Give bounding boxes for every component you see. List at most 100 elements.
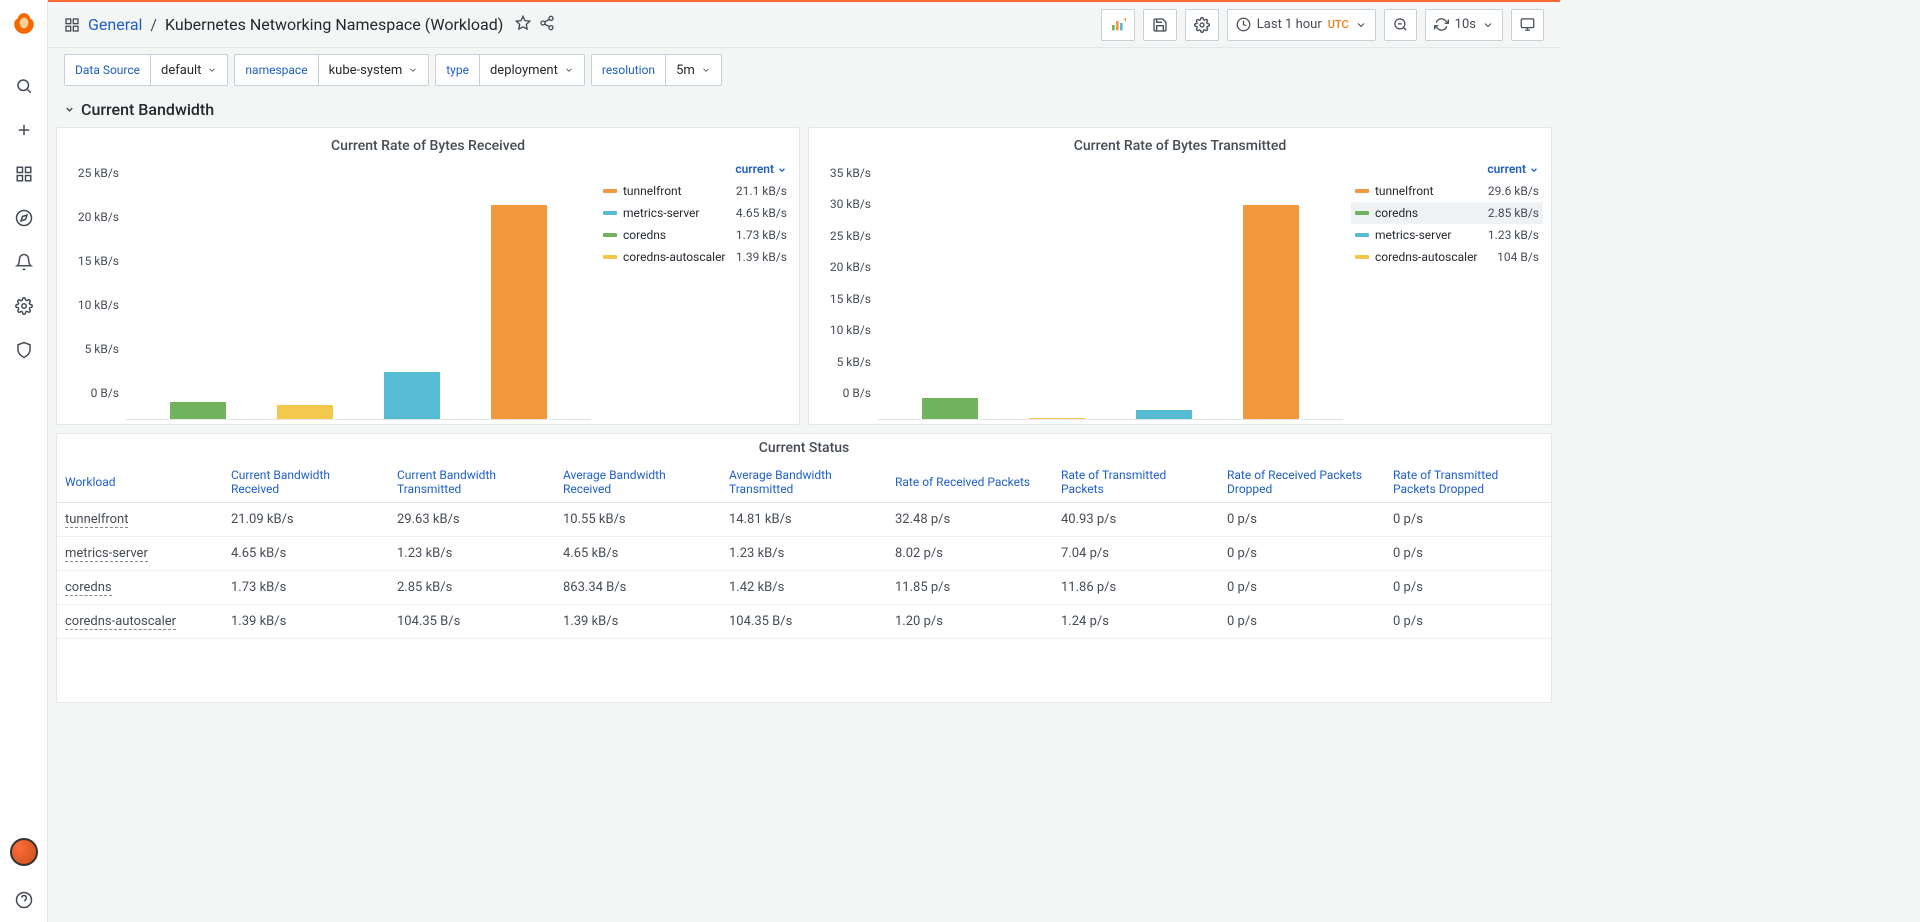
table-row: coredns1.73 kB/s2.85 kB/s863.34 B/s1.42 … (57, 571, 1551, 605)
panel-rx-title[interactable]: Current Rate of Bytes Received (65, 136, 791, 160)
legend-item-metrics-server[interactable]: metrics-server1.23 kB/s (1351, 224, 1543, 246)
time-range-picker[interactable]: Last 1 hour UTC (1227, 9, 1376, 41)
var-datasource-label: Data Source (64, 54, 150, 86)
table-cell: 1.39 kB/s (555, 605, 721, 639)
axis-tick: 10 kB/s (78, 298, 119, 312)
dashboards-icon[interactable] (0, 152, 48, 196)
legend-item-coredns[interactable]: coredns2.85 kB/s (1351, 202, 1543, 224)
table-header[interactable]: Rate of Transmitted Packets (1053, 462, 1219, 503)
timezone-badge: UTC (1328, 18, 1349, 31)
configuration-icon[interactable] (0, 284, 48, 328)
status-table: WorkloadCurrent Bandwidth ReceivedCurren… (57, 462, 1551, 639)
var-resolution-label: resolution (591, 54, 665, 86)
workload-cell: coredns (57, 571, 223, 605)
table-cell: 1.42 kB/s (721, 571, 887, 605)
bar-coredns-autoscaler[interactable] (1029, 418, 1085, 419)
cycle-view-button[interactable] (1511, 9, 1544, 41)
star-icon[interactable] (515, 15, 531, 35)
legend-header[interactable]: current (599, 160, 791, 180)
table-header[interactable]: Rate of Received Packets Dropped (1219, 462, 1385, 503)
table-cell: 0 p/s (1385, 605, 1551, 639)
refresh-interval-label: 10s (1455, 17, 1476, 32)
chart-plot[interactable] (877, 160, 1343, 420)
table-cell: 7.04 p/s (1053, 537, 1219, 571)
panel-status-title[interactable]: Current Status (57, 434, 1551, 462)
legend-item-tunnelfront[interactable]: tunnelfront29.6 kB/s (1351, 180, 1543, 202)
chevron-down-icon (1482, 19, 1494, 31)
panel-tx-title[interactable]: Current Rate of Bytes Transmitted (817, 136, 1543, 160)
var-namespace-value[interactable]: kube-system (318, 54, 430, 86)
var-type-label: type (435, 54, 479, 86)
dashboard-settings-button[interactable] (1185, 9, 1219, 41)
bar-coredns[interactable] (922, 398, 978, 419)
breadcrumb-folder[interactable]: General (88, 15, 142, 34)
explore-icon[interactable] (0, 196, 48, 240)
help-icon[interactable] (0, 878, 48, 922)
plus-icon[interactable] (0, 108, 48, 152)
legend-item-coredns[interactable]: coredns1.73 kB/s (599, 224, 791, 246)
table-cell: 0 p/s (1385, 571, 1551, 605)
axis-tick: 10 kB/s (830, 323, 871, 337)
legend-value: 1.39 kB/s (736, 250, 787, 264)
alerting-icon[interactable] (0, 240, 48, 284)
legend-item-tunnelfront[interactable]: tunnelfront21.1 kB/s (599, 180, 791, 202)
bar-tunnelfront[interactable] (491, 205, 547, 419)
legend-item-coredns-autoscaler[interactable]: coredns-autoscaler104 B/s (1351, 246, 1543, 268)
bar-tunnelfront[interactable] (1243, 205, 1299, 419)
table-cell: 104.35 B/s (389, 605, 555, 639)
legend-swatch (603, 189, 617, 193)
table-cell: 40.93 p/s (1053, 503, 1219, 537)
search-icon[interactable] (0, 64, 48, 108)
bar-metrics-server[interactable] (1136, 410, 1192, 419)
legend-item-coredns-autoscaler[interactable]: coredns-autoscaler1.39 kB/s (599, 246, 791, 268)
share-icon[interactable] (539, 15, 555, 35)
table-header[interactable]: Average Bandwidth Received (555, 462, 721, 503)
table-header[interactable]: Current Bandwidth Transmitted (389, 462, 555, 503)
chart-legend: current tunnelfront29.6 kB/scoredns2.85 … (1343, 160, 1543, 420)
axis-tick: 25 kB/s (830, 229, 871, 243)
table-header[interactable]: Rate of Transmitted Packets Dropped (1385, 462, 1551, 503)
table-cell: 0 p/s (1219, 503, 1385, 537)
grafana-logo[interactable] (8, 8, 40, 40)
table-cell: 10.55 kB/s (555, 503, 721, 537)
workload-cell: coredns-autoscaler (57, 605, 223, 639)
save-dashboard-button[interactable] (1143, 9, 1177, 41)
chevron-down-icon (1355, 19, 1367, 31)
zoom-out-button[interactable] (1384, 9, 1417, 41)
var-datasource-value[interactable]: default (150, 54, 228, 86)
axis-tick: 5 kB/s (837, 355, 871, 369)
table-cell: 14.81 kB/s (721, 503, 887, 537)
workload-link[interactable]: metrics-server (65, 546, 148, 562)
chart-plot[interactable] (125, 160, 591, 420)
add-panel-button[interactable]: + (1101, 9, 1135, 41)
bar-coredns[interactable] (170, 402, 226, 420)
var-type-value[interactable]: deployment (479, 54, 585, 86)
legend-value: 1.23 kB/s (1488, 228, 1539, 242)
server-admin-icon[interactable] (0, 328, 48, 372)
workload-link[interactable]: coredns-autoscaler (65, 614, 176, 630)
table-cell: 11.85 p/s (887, 571, 1053, 605)
row-toggle[interactable]: Current Bandwidth (48, 94, 1560, 127)
table-header[interactable]: Workload (57, 462, 223, 503)
workload-link[interactable]: tunnelfront (65, 512, 128, 528)
legend-name: coredns-autoscaler (1375, 250, 1491, 264)
table-cell: 1.24 p/s (1053, 605, 1219, 639)
user-avatar[interactable] (10, 838, 38, 866)
table-header[interactable]: Current Bandwidth Received (223, 462, 389, 503)
refresh-icon (1434, 17, 1449, 32)
table-header[interactable]: Rate of Received Packets (887, 462, 1053, 503)
bar-coredns-autoscaler[interactable] (277, 405, 333, 419)
table-header[interactable]: Average Bandwidth Transmitted (721, 462, 887, 503)
workload-link[interactable]: coredns (65, 580, 112, 596)
chart-yaxis: 25 kB/s20 kB/s15 kB/s10 kB/s5 kB/s0 B/s (65, 160, 125, 420)
legend-swatch (1355, 233, 1369, 237)
panel-status: Current Status WorkloadCurrent Bandwidth… (56, 433, 1552, 703)
legend-item-metrics-server[interactable]: metrics-server4.65 kB/s (599, 202, 791, 224)
refresh-picker[interactable]: 10s (1425, 9, 1503, 41)
table-cell: 1.23 kB/s (721, 537, 887, 571)
bar-metrics-server[interactable] (384, 372, 440, 419)
chevron-down-icon (207, 65, 217, 75)
var-resolution-value[interactable]: 5m (665, 54, 722, 86)
legend-name: tunnelfront (623, 184, 730, 198)
legend-header[interactable]: current (1351, 160, 1543, 180)
